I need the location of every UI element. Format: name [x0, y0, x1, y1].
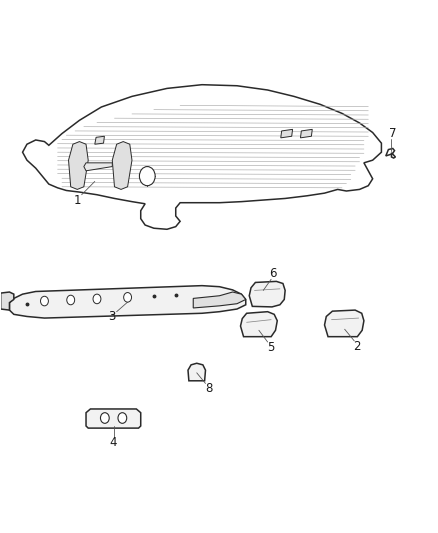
Polygon shape: [324, 310, 363, 337]
Circle shape: [40, 296, 48, 306]
Text: 6: 6: [268, 268, 276, 280]
Text: 2: 2: [353, 340, 360, 353]
Polygon shape: [187, 364, 205, 381]
Polygon shape: [193, 292, 245, 308]
Circle shape: [67, 295, 74, 305]
Polygon shape: [1, 292, 14, 310]
Text: 1: 1: [73, 194, 81, 207]
Circle shape: [124, 293, 131, 302]
Polygon shape: [84, 163, 112, 171]
Circle shape: [118, 413, 127, 423]
Text: 3: 3: [108, 310, 116, 323]
Circle shape: [139, 166, 155, 185]
Polygon shape: [10, 286, 245, 318]
Polygon shape: [249, 281, 285, 307]
Text: 8: 8: [205, 382, 212, 395]
Polygon shape: [280, 130, 292, 138]
Polygon shape: [68, 142, 88, 189]
Polygon shape: [385, 149, 394, 156]
Polygon shape: [240, 312, 277, 337]
Polygon shape: [95, 136, 104, 144]
Circle shape: [93, 294, 101, 304]
Polygon shape: [86, 409, 141, 428]
Polygon shape: [300, 130, 311, 138]
Polygon shape: [22, 85, 381, 229]
Text: 4: 4: [110, 437, 117, 449]
Polygon shape: [112, 142, 132, 189]
Text: 7: 7: [388, 127, 395, 140]
Circle shape: [100, 413, 109, 423]
Text: 5: 5: [266, 341, 274, 354]
Polygon shape: [391, 153, 395, 158]
